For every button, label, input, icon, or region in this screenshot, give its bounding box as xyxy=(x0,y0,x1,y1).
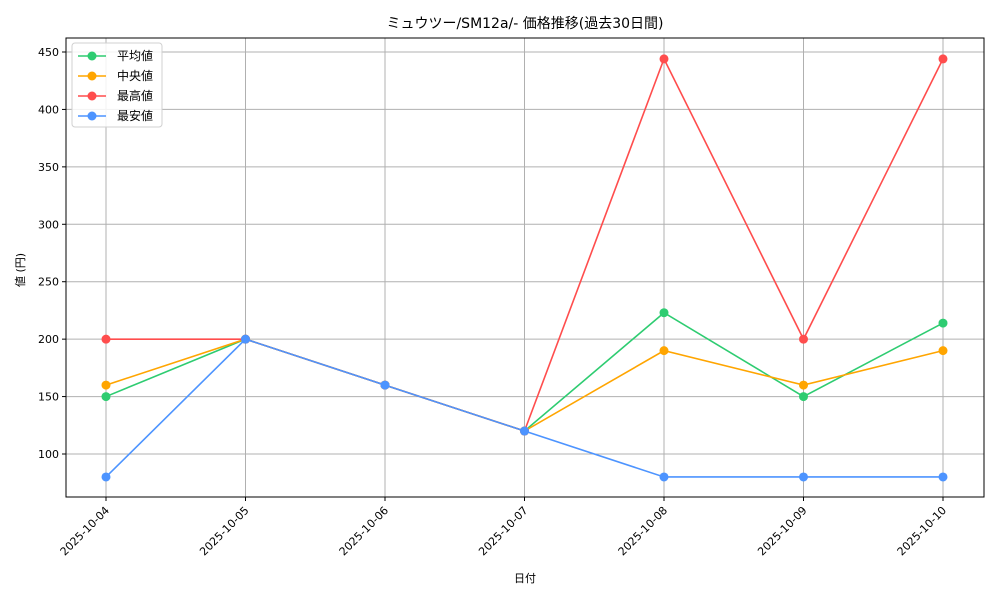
x-tick-label: 2025-10-05 xyxy=(197,504,251,558)
data-point xyxy=(938,318,948,328)
y-axis-label: 値 (円) xyxy=(14,253,27,287)
data-point xyxy=(101,334,111,344)
legend-item: 平均値 xyxy=(78,48,153,63)
x-tick-label: 2025-10-06 xyxy=(337,504,391,558)
x-axis-label: 日付 xyxy=(514,572,536,585)
series-lines xyxy=(101,54,948,482)
data-point xyxy=(659,308,669,318)
data-point xyxy=(938,54,948,64)
y-tick-label: 200 xyxy=(38,333,59,346)
y-tick-label: 100 xyxy=(38,448,59,461)
y-tick-label: 300 xyxy=(38,218,59,231)
chart-title: ミュウツー/SM12a/- 価格推移(過去30日間) xyxy=(386,16,663,32)
data-point xyxy=(520,426,529,436)
x-tick-label: 2025-10-08 xyxy=(616,504,670,558)
y-tick-label: 250 xyxy=(38,276,59,289)
y-tick-label: 450 xyxy=(38,46,59,59)
data-point xyxy=(101,392,111,402)
data-point xyxy=(380,380,390,390)
data-point xyxy=(799,380,808,390)
data-point xyxy=(101,380,111,390)
data-point xyxy=(938,472,948,482)
svg-text:平均値: 平均値 xyxy=(117,48,153,63)
legend-item: 最高値 xyxy=(78,88,153,103)
x-axis-ticks: 2025-10-04 2025-10-05 2025-10-06 2025-10-07… xyxy=(58,497,949,558)
x-tick-label: 2025-10-04 xyxy=(58,504,112,558)
svg-text:最安値: 最安値 xyxy=(117,108,153,123)
data-point xyxy=(799,392,808,402)
data-point xyxy=(241,334,250,344)
legend-item: 最安値 xyxy=(78,108,153,123)
svg-text:中央値: 中央値 xyxy=(117,68,153,83)
data-point xyxy=(938,346,948,356)
x-tick-label: 2025-10-07 xyxy=(476,504,530,558)
y-tick-label: 150 xyxy=(38,391,59,404)
legend-item: 中央値 xyxy=(78,68,153,83)
y-axis-ticks: 100 150 200 250 300 350 400 450 xyxy=(38,46,66,461)
series-最安値 xyxy=(101,334,948,482)
data-point xyxy=(659,54,669,64)
x-tick-label: 2025-10-10 xyxy=(895,504,949,558)
data-point xyxy=(799,472,808,482)
y-tick-label: 350 xyxy=(38,161,59,174)
data-point xyxy=(799,334,808,344)
x-tick-label: 2025-10-09 xyxy=(755,504,809,558)
y-tick-label: 400 xyxy=(38,103,59,116)
svg-text:最高値: 最高値 xyxy=(117,88,153,103)
data-point xyxy=(659,472,669,482)
data-point xyxy=(101,472,111,482)
data-point xyxy=(659,346,669,356)
